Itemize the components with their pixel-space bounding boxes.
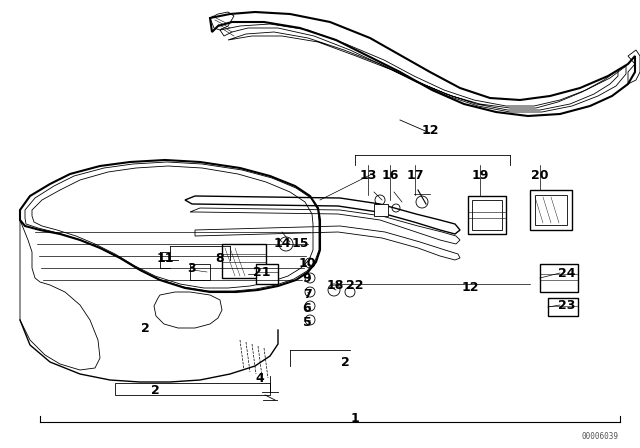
Text: 3: 3 xyxy=(188,262,196,275)
Text: 23: 23 xyxy=(558,298,576,311)
Text: 13: 13 xyxy=(359,168,377,181)
Text: 17: 17 xyxy=(406,168,424,181)
Text: 6: 6 xyxy=(303,302,311,314)
Text: 21: 21 xyxy=(253,266,271,279)
Text: 12: 12 xyxy=(421,124,439,137)
Text: 24: 24 xyxy=(558,267,576,280)
Text: 2: 2 xyxy=(150,383,159,396)
Text: 2: 2 xyxy=(340,356,349,369)
FancyBboxPatch shape xyxy=(540,264,578,292)
Text: 14: 14 xyxy=(273,237,291,250)
Text: 9: 9 xyxy=(303,271,311,284)
Text: 1: 1 xyxy=(351,412,360,425)
Text: 12: 12 xyxy=(461,280,479,293)
Text: 19: 19 xyxy=(471,168,489,181)
FancyBboxPatch shape xyxy=(530,190,572,230)
FancyBboxPatch shape xyxy=(190,264,210,280)
Text: 8: 8 xyxy=(216,251,224,264)
Text: 15: 15 xyxy=(291,237,308,250)
Text: 16: 16 xyxy=(381,168,399,181)
FancyBboxPatch shape xyxy=(548,298,578,316)
Text: 7: 7 xyxy=(303,288,312,301)
Text: 2: 2 xyxy=(141,322,149,335)
Text: 11: 11 xyxy=(156,251,173,264)
FancyBboxPatch shape xyxy=(222,244,266,278)
Text: 4: 4 xyxy=(255,371,264,384)
FancyBboxPatch shape xyxy=(468,196,506,234)
Text: 00006039: 00006039 xyxy=(582,431,618,440)
Text: 22: 22 xyxy=(346,279,364,292)
FancyBboxPatch shape xyxy=(256,264,278,284)
FancyBboxPatch shape xyxy=(374,204,388,216)
Text: 18: 18 xyxy=(326,279,344,292)
Text: 5: 5 xyxy=(303,315,312,328)
Text: 20: 20 xyxy=(531,168,548,181)
Text: 10: 10 xyxy=(298,257,316,270)
